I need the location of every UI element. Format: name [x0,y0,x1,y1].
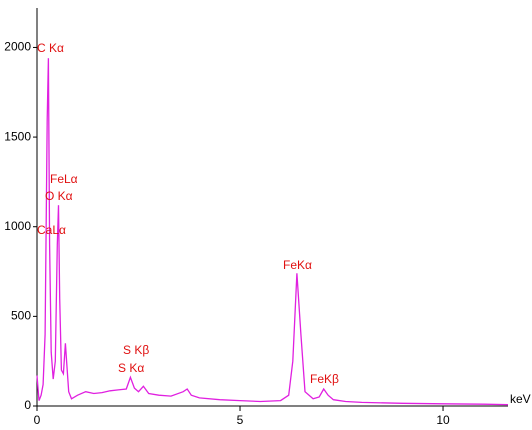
peak-label: S Kα [118,361,144,375]
y-tick-label: 2000 [4,40,31,54]
peak-label: S Kβ [123,343,149,357]
peak-label: CaLα [37,223,66,237]
peak-label: C Kα [37,41,64,55]
peak-label: O Kα [45,189,73,203]
spectrum-line [36,58,509,406]
x-tick-label: 5 [237,413,244,427]
peak-label: FeLα [50,172,78,186]
x-unit: keV [510,392,531,406]
peak-label: FeKα [283,258,312,272]
peak-label: FeKβ [310,372,339,386]
y-tick-label: 1500 [4,129,31,143]
x-tick-label: 0 [34,413,41,427]
x-tick-label: 10 [436,413,450,427]
y-tick-label: 0 [24,398,31,412]
y-tick-label: 1000 [4,219,31,233]
y-tick-label: 500 [11,309,31,323]
